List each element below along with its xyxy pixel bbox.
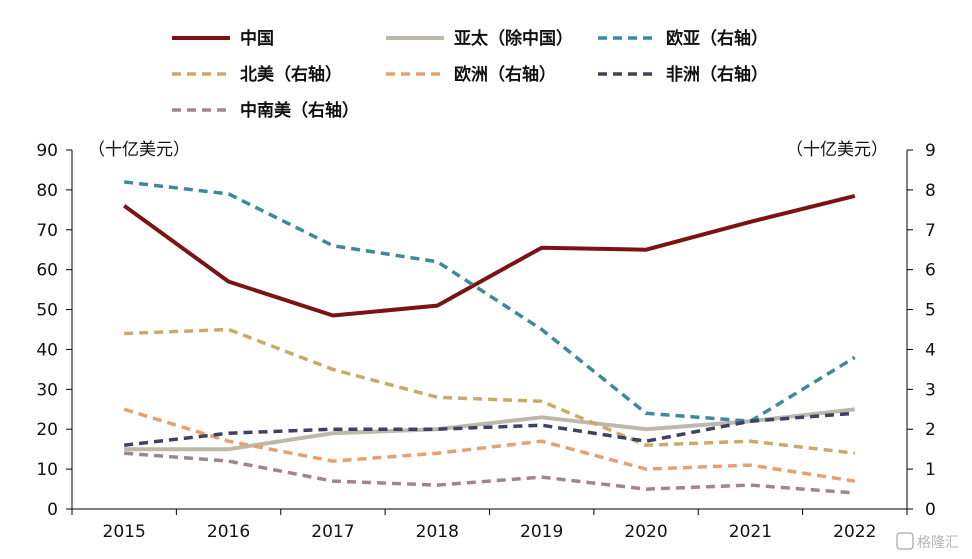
x-tick-label: 2019 (520, 522, 563, 542)
series-line-中国 (123, 193, 856, 318)
left-tick-label: 80 (36, 181, 58, 201)
series-line-亚太（除中国） (124, 407, 856, 452)
legend-label: 中国 (240, 28, 274, 49)
right-tick-label: 4 (925, 340, 936, 360)
legend-label: 欧洲（右轴） (454, 64, 556, 85)
left-tick-label: 60 (36, 261, 58, 281)
right-tick-label: 6 (925, 261, 936, 281)
right-tick-label: 2 (925, 420, 936, 440)
legend-label: 欧亚（右轴） (666, 28, 768, 49)
x-tick-label: 2018 (416, 522, 459, 542)
x-tick-label: 2017 (311, 522, 354, 542)
x-tick-label: 2021 (729, 522, 772, 542)
legend-label: 非洲（右轴） (666, 64, 768, 85)
left-tick-label: 70 (36, 221, 58, 241)
series-line-中南美（右轴） (124, 451, 855, 495)
watermark: 格隆汇 (896, 532, 959, 551)
left-tick-label: 10 (36, 460, 58, 480)
series-line-欧洲（右轴） (123, 407, 856, 483)
right-tick-label: 5 (925, 301, 936, 321)
left-tick-label: 0 (47, 500, 58, 520)
x-tick-label: 2015 (103, 522, 146, 542)
series-line-非洲（右轴） (124, 411, 855, 447)
right-axis-label: （十亿美元） (786, 140, 888, 160)
right-tick-label: 1 (925, 460, 936, 480)
right-tick-label: 0 (925, 500, 936, 520)
left-tick-label: 20 (36, 420, 58, 440)
axes: 0 10 20 30 40 50 60 70 80 90 0 1 2 3 4 5 6 7 8 9 2015 2016 201… (36, 141, 935, 542)
right-tick-label: 8 (925, 181, 936, 201)
watermark-logo-icon (896, 532, 914, 550)
left-tick-label: 50 (36, 301, 58, 321)
legend: 中国 亚太（除中国） 欧亚（右轴） 北美（右轴） 欧洲（右轴） 非洲（右轴） 中南美（右轴） (172, 28, 768, 121)
right-tick-label: 7 (925, 221, 936, 241)
left-tick-label: 30 (36, 380, 58, 400)
left-tick-label: 40 (36, 340, 58, 360)
right-tick-label: 3 (925, 380, 936, 400)
legend-label: 中南美（右轴） (240, 100, 359, 121)
legend-label: 北美（右轴） (240, 64, 342, 85)
legend-label: 亚太（除中国） (454, 28, 573, 49)
left-tick-label: 90 (36, 141, 58, 161)
series-lines (123, 180, 856, 495)
watermark-text: 格隆汇 (917, 535, 959, 551)
x-tick-label: 2016 (207, 522, 250, 542)
left-axis-label: （十亿美元） (88, 140, 190, 160)
series-line-北美（右轴） (124, 327, 855, 455)
x-tick-label: 2020 (624, 522, 667, 542)
right-tick-label: 9 (925, 141, 936, 161)
x-tick-label: 2022 (833, 522, 876, 542)
series-line-欧亚（右轴） (124, 180, 856, 423)
